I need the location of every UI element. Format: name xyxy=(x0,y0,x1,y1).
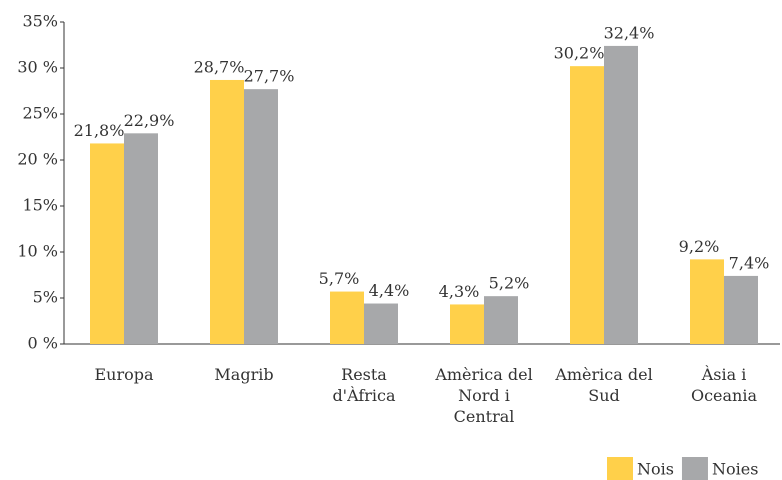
y-tick-label: 30 % xyxy=(17,58,58,77)
legend-swatch xyxy=(607,457,633,480)
x-tick-label: Resta d'Àfrica xyxy=(332,365,396,405)
bar xyxy=(724,275,758,344)
value-label: 4,4% xyxy=(369,281,410,300)
value-label: 22,9% xyxy=(124,111,175,130)
bar xyxy=(690,259,724,344)
x-tick-label: Amèrica del Sud xyxy=(555,365,653,405)
legend-swatch xyxy=(681,457,708,480)
bar xyxy=(330,291,364,344)
value-label: 5,2% xyxy=(489,274,530,293)
bar xyxy=(604,45,638,345)
bar xyxy=(364,303,398,344)
bar xyxy=(484,296,518,344)
bar xyxy=(244,89,278,344)
value-label: 30,2% xyxy=(554,44,605,63)
value-label: 28,7% xyxy=(194,57,245,76)
bar xyxy=(210,79,244,345)
x-tick-label: Magrib xyxy=(214,365,274,384)
value-label: 27,7% xyxy=(244,67,295,86)
y-tick-label: 20 % xyxy=(17,150,58,169)
y-tick-label: 5% xyxy=(33,288,58,307)
legend-label: Nois xyxy=(637,460,674,479)
y-tick-label: 0 % xyxy=(28,334,58,353)
bar xyxy=(570,66,604,344)
y-tick-label: 15% xyxy=(22,196,58,215)
bar xyxy=(124,133,158,344)
bar xyxy=(450,304,484,344)
value-label: 21,8% xyxy=(74,121,125,140)
bar xyxy=(90,143,124,344)
y-tick-label: 35% xyxy=(22,12,58,31)
legend-label: Noies xyxy=(712,460,758,479)
value-label: 32,4% xyxy=(604,23,655,42)
value-label: 9,2% xyxy=(679,237,720,256)
x-tick-label: Amèrica del Nord i Central xyxy=(435,365,533,426)
y-tick-label: 25% xyxy=(22,104,58,123)
x-tick-label: Europa xyxy=(94,365,154,384)
x-tick-label: Àsia i Oceania xyxy=(690,365,758,405)
value-label: 4,3% xyxy=(439,282,480,301)
value-label: 7,4% xyxy=(729,253,770,272)
value-label: 5,7% xyxy=(319,269,360,288)
y-tick-label: 10 % xyxy=(17,242,58,261)
